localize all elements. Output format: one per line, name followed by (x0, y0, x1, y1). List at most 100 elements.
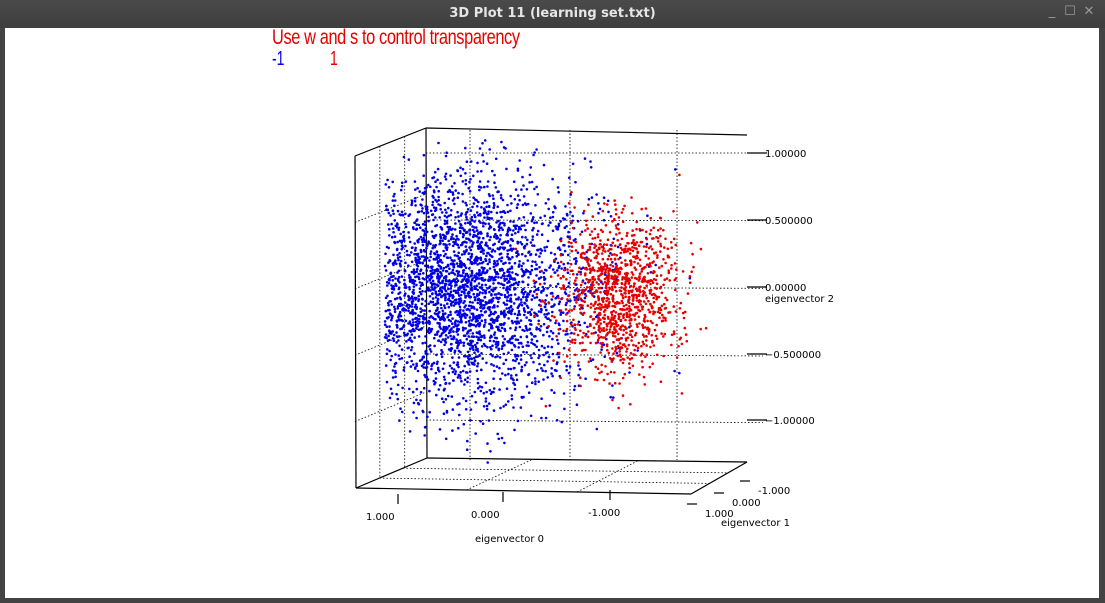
data-point (574, 180, 577, 184)
data-point (564, 333, 567, 336)
data-point (384, 333, 388, 336)
data-point (522, 184, 525, 187)
data-point (443, 175, 447, 178)
data-point (504, 147, 507, 150)
data-point (548, 221, 552, 224)
data-point (386, 301, 390, 305)
data-point (405, 249, 409, 253)
data-point (530, 381, 534, 385)
series-pos (514, 173, 708, 410)
data-point (391, 369, 395, 372)
data-point (484, 310, 488, 313)
data-point (433, 209, 437, 212)
data-point (627, 343, 631, 347)
data-point (383, 323, 387, 327)
data-point (620, 286, 623, 289)
data-point (459, 222, 462, 226)
data-point (614, 208, 618, 211)
data-point (608, 328, 612, 331)
data-point (482, 270, 485, 273)
data-point (476, 301, 480, 305)
data-point (443, 287, 447, 291)
data-point (514, 326, 518, 330)
data-point (412, 281, 415, 284)
data-point (535, 339, 539, 343)
data-point (480, 283, 484, 287)
title-bar[interactable]: 3D Plot 11 (learning set.txt) _ ☐ ✕ (0, 0, 1105, 28)
plot-canvas[interactable]: Use w and s to control transparency -1 1… (5, 28, 1099, 598)
data-point (519, 341, 523, 345)
data-point (596, 378, 599, 382)
data-point (404, 261, 407, 265)
data-point (449, 237, 453, 241)
data-point (684, 333, 688, 336)
data-point (461, 180, 465, 183)
close-icon[interactable]: ✕ (1083, 4, 1095, 19)
data-point (449, 349, 453, 353)
data-point (462, 344, 466, 347)
data-point (644, 294, 648, 297)
data-point (542, 163, 546, 167)
data-point (652, 251, 656, 255)
data-point (458, 305, 462, 309)
data-point (470, 357, 473, 360)
data-point (601, 282, 605, 286)
data-point (580, 289, 584, 292)
data-point (391, 227, 395, 230)
data-point (440, 272, 443, 275)
data-point (550, 291, 554, 295)
data-point (393, 192, 396, 196)
data-point (602, 196, 606, 199)
data-point (662, 258, 665, 261)
data-point (609, 257, 613, 261)
data-point (629, 330, 632, 333)
data-point (534, 204, 537, 207)
data-point (487, 329, 491, 332)
data-point (572, 307, 576, 311)
data-point (445, 409, 449, 413)
data-point (581, 291, 584, 295)
data-point (576, 298, 580, 302)
data-point (537, 380, 540, 384)
data-point (501, 283, 505, 286)
data-point (465, 241, 468, 244)
data-point (394, 277, 397, 280)
minimize-icon[interactable]: _ (1048, 4, 1056, 19)
data-point (511, 341, 514, 345)
data-point (630, 294, 634, 297)
data-point (400, 327, 404, 330)
data-point (401, 303, 404, 307)
data-point (393, 365, 396, 368)
data-point (387, 278, 391, 281)
data-point (603, 277, 607, 281)
data-point (435, 362, 439, 366)
data-point (502, 209, 506, 213)
maximize-icon[interactable]: ☐ (1064, 4, 1076, 19)
data-point (440, 352, 443, 356)
data-point (538, 277, 541, 280)
data-point (624, 259, 627, 262)
data-point (428, 316, 431, 319)
data-point (400, 210, 404, 214)
scatter-3d-plot[interactable]: 1.000000.5000000.00000−0.500000−1.00000e… (5, 28, 1099, 598)
data-point (635, 241, 639, 244)
data-point (516, 419, 520, 423)
data-point (466, 371, 469, 374)
data-point (444, 437, 448, 441)
data-point (477, 293, 481, 296)
data-point (555, 419, 559, 422)
data-point (588, 271, 592, 274)
data-point (598, 286, 602, 290)
data-point (393, 362, 397, 366)
data-point (532, 335, 536, 338)
data-point (397, 292, 400, 296)
data-point (566, 339, 570, 342)
data-point (440, 306, 443, 310)
data-point (456, 274, 460, 277)
data-point (483, 216, 486, 219)
data-point (515, 354, 519, 357)
data-point (526, 283, 530, 286)
data-point (439, 208, 443, 211)
data-point (485, 302, 488, 306)
data-point (672, 210, 675, 213)
